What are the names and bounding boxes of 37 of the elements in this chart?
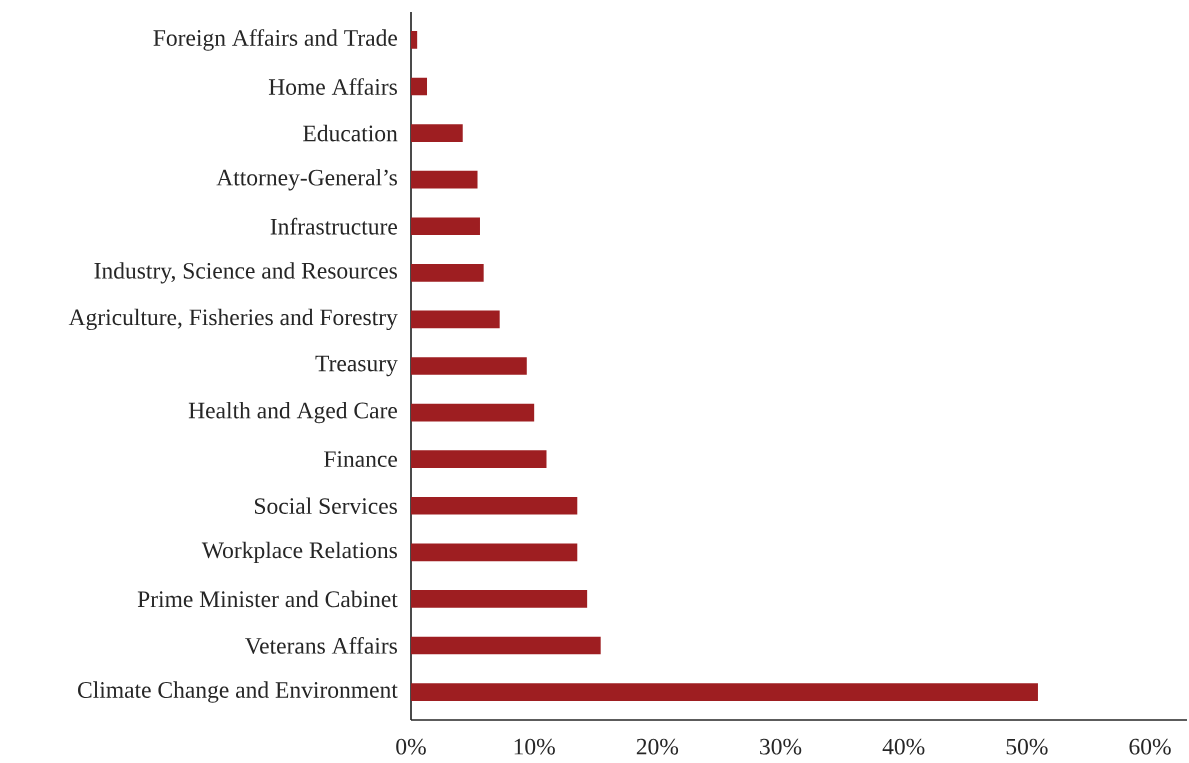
y-tick-label: Finance <box>324 451 398 468</box>
y-tick-label: Treasury <box>315 355 398 377</box>
y-tick-label: Climate Change and Environment <box>78 681 398 703</box>
bar <box>411 170 478 189</box>
bar <box>411 590 588 608</box>
bar <box>411 403 535 422</box>
x-tick-label: 10% <box>514 738 555 755</box>
bar <box>411 450 547 469</box>
y-tick-label: Workplace Relations <box>201 541 397 563</box>
y-tick-label: Agriculture, Fisheries and Forestry <box>68 308 398 331</box>
bar <box>411 357 527 375</box>
bar <box>411 217 480 236</box>
bar <box>411 496 578 515</box>
y-tick-label: Social Services <box>255 497 397 515</box>
x-tick-label: 30% <box>760 738 802 755</box>
x-tick-label: 20% <box>636 738 679 755</box>
bar <box>411 543 578 562</box>
x-tick-label: 40% <box>882 738 925 755</box>
bar <box>411 77 428 96</box>
x-tick-label: 0% <box>396 738 426 755</box>
y-tick-label: Health and Aged Care <box>188 401 398 424</box>
x-tick-label: 60% <box>1129 738 1171 755</box>
x-tick-label: 50% <box>1006 738 1048 755</box>
y-tick-label: Infrastructure <box>270 217 398 235</box>
bar <box>411 263 484 282</box>
y-tick-label: Education <box>303 124 398 142</box>
y-tick-label: Foreign Affairs and Trade <box>153 29 398 51</box>
y-tick-label: Attorney-General’s <box>216 168 397 191</box>
bar <box>411 683 1038 701</box>
y-tick-label: Industry, Science and Resources <box>94 262 397 284</box>
bar <box>411 31 418 49</box>
bar <box>411 124 463 142</box>
y-tick-label: Home Affairs <box>268 78 397 95</box>
y-tick-label: Veterans Affairs <box>245 637 397 654</box>
bar <box>411 310 500 329</box>
bar <box>411 636 601 655</box>
y-tick-label: Prime Minister and Cabinet <box>137 590 398 608</box>
